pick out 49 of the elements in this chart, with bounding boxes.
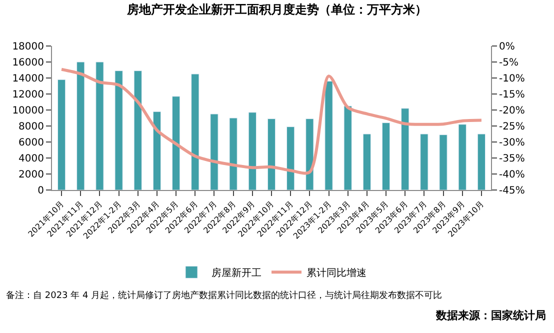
y2-tick-label: -15% [499,90,525,100]
bar [210,114,218,190]
y2-tick-label: -45% [499,186,525,196]
y-tick-label: 2000 [18,170,44,180]
y2-tick-label: -30% [499,138,525,148]
bar [286,126,295,190]
bar [229,118,238,190]
bar [420,134,428,190]
bar [477,134,486,190]
y2-tick-label: -10% [499,74,525,84]
bar [248,112,256,190]
bar [191,74,200,190]
bar [401,108,410,190]
bar [114,70,123,190]
y2-tick-label: -35% [499,154,525,164]
bar [96,62,104,190]
y2-tick-label: -5% [499,58,518,68]
y-tick-label: 16000 [12,58,44,68]
y-tick-label: 8000 [18,122,44,132]
bar [57,79,66,190]
y-tick-label: 12000 [12,90,44,100]
y-tick-label: 10000 [12,106,44,116]
line-series [60,68,483,174]
y2-tick-label: -40% [499,170,525,180]
bar [439,134,448,190]
y-tick-label: 14000 [12,74,44,84]
bar [306,118,314,190]
y-tick-label: 0 [38,186,44,196]
y2-tick-label: -20% [499,106,525,116]
bar [324,80,333,190]
y2-tick-label: 0% [499,42,515,52]
bar [134,70,142,190]
bar [344,106,352,190]
bar [267,118,276,190]
bar [458,124,466,190]
y-tick-label: 6000 [18,138,44,148]
y2-tick-label: -25% [499,122,525,132]
legend-label: 累计同比增速 [306,267,366,280]
y-tick-label: 18000 [12,42,44,52]
text: 备注：自 2023 年 4 月起，统计局修订了房地产数据累计同比数据的统计口径，与统计局往期发布数据不可比 [6,290,442,301]
bar [172,96,180,190]
y-tick-label: 4000 [18,154,44,164]
bar [362,134,371,190]
bar [76,62,85,190]
legend-label: 房屋新开工 [212,267,262,280]
bar [152,111,162,190]
chart-title: 房地产开发企业新开工面积月度走势（单位：万平方米） [126,2,427,16]
source-note: 数据来源：国家统计局 [435,309,546,322]
bar [382,122,390,190]
